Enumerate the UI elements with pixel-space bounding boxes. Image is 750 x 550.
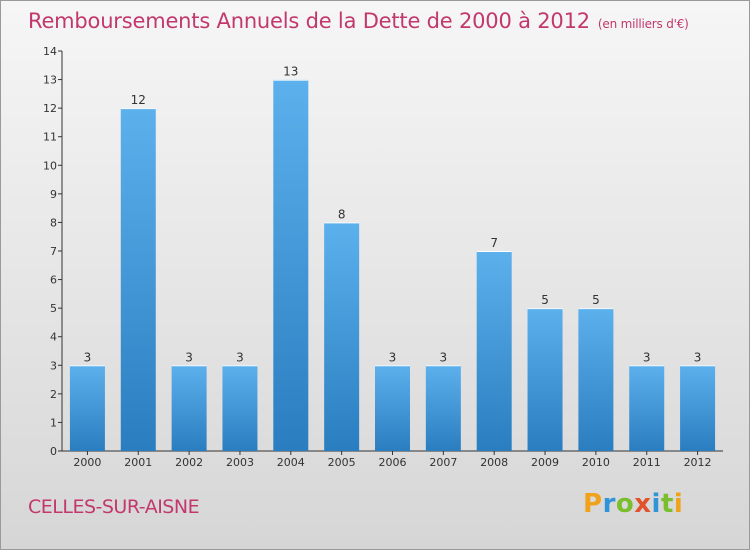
x-tick-label: 2008 xyxy=(480,456,508,469)
x-tick-label: 2012 xyxy=(684,456,712,469)
data-label: 3 xyxy=(389,350,397,364)
chart-subtitle: (en milliers d'€) xyxy=(597,17,689,31)
bars xyxy=(69,79,716,452)
x-tick-label: 2007 xyxy=(429,456,457,469)
x-tick-label: 2009 xyxy=(531,456,559,469)
y-tick-label: 3 xyxy=(50,359,57,372)
data-labels: 3 12 3 3 13 8 3 3 7 5 5 3 3 xyxy=(84,65,702,365)
y-tick-label: 12 xyxy=(43,102,57,115)
data-label: 3 xyxy=(694,350,702,364)
bar-2005 xyxy=(324,222,360,451)
y-tick-label: 2 xyxy=(50,388,57,401)
data-label: 3 xyxy=(440,350,448,364)
bar-2007 xyxy=(425,365,461,451)
data-label: 5 xyxy=(592,293,600,307)
proxiti-logo[interactable]: Proxiti xyxy=(583,489,684,519)
x-tick-label: 2011 xyxy=(633,456,661,469)
y-tick-label: 4 xyxy=(50,331,57,344)
bar-2002 xyxy=(171,365,207,451)
y-tick-label: 10 xyxy=(43,159,57,172)
y-tick-label: 13 xyxy=(43,74,57,87)
data-label: 7 xyxy=(490,236,498,250)
data-label: 8 xyxy=(338,207,346,221)
y-tick-label: 5 xyxy=(50,302,57,315)
data-label: 3 xyxy=(236,350,244,364)
y-tick-label: 0 xyxy=(50,445,57,458)
x-tick-label: 2004 xyxy=(277,456,305,469)
y-tick-label: 8 xyxy=(50,216,57,229)
y-tick-label: 11 xyxy=(43,131,57,144)
bar-2004 xyxy=(273,79,309,452)
bar-2001 xyxy=(120,108,156,452)
data-label: 3 xyxy=(643,350,651,364)
commune-name: CELLES-SUR-AISNE xyxy=(28,496,200,518)
x-axis: 2000 2001 2002 2003 2004 2005 2006 2007 2008 2009… xyxy=(62,450,723,469)
data-label: 3 xyxy=(185,350,193,364)
y-tick-label: 14 xyxy=(43,45,57,58)
x-tick-label: 2001 xyxy=(124,456,152,469)
bar-2010 xyxy=(578,308,614,451)
x-tick-label: 2003 xyxy=(226,456,254,469)
data-label: 12 xyxy=(131,93,146,107)
x-tick-label: 2000 xyxy=(73,456,101,469)
data-label: 13 xyxy=(283,65,298,79)
x-tick-label: 2010 xyxy=(582,456,610,469)
x-tick-label: 2002 xyxy=(175,456,203,469)
bar-2011 xyxy=(629,365,665,451)
bar-2003 xyxy=(222,365,258,451)
y-tick-label: 1 xyxy=(50,416,57,429)
data-label: 5 xyxy=(541,293,549,307)
x-tick-label: 2006 xyxy=(379,456,407,469)
chart-title: Remboursements Annuels de la Dette de 20… xyxy=(28,9,689,33)
title-text: Remboursements Annuels de la Dette de 20… xyxy=(28,9,590,33)
data-label: 3 xyxy=(84,350,92,364)
bar-2006 xyxy=(375,365,410,451)
y-tick-label: 6 xyxy=(50,274,57,287)
y-tick-label: 9 xyxy=(50,188,57,201)
bar-2008 xyxy=(476,251,512,451)
bar-2012 xyxy=(680,365,716,451)
x-tick-label: 2005 xyxy=(328,456,356,469)
y-tick-label: 7 xyxy=(50,245,57,258)
bar-2000 xyxy=(69,365,105,451)
bar-2009 xyxy=(527,308,563,451)
